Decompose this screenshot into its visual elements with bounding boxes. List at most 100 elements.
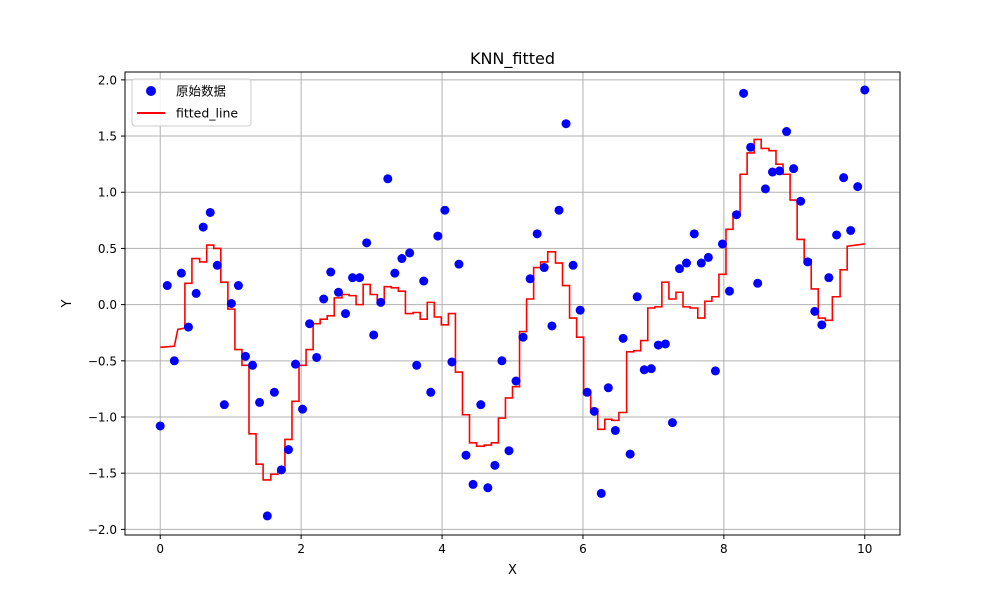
plot-area-border [124,71,901,536]
data-point [269,387,279,397]
data-point [746,142,756,152]
data-point [689,229,699,239]
data-point [568,260,578,270]
data-point [162,281,172,291]
data-point [348,273,358,283]
data-point [198,222,208,232]
x-axis-label: X [508,563,517,578]
data-point [390,268,400,278]
data-point [433,231,443,241]
data-point [767,167,777,177]
data-point [461,450,471,460]
legend-scatter-label: 原始数据 [176,84,226,99]
y-tick-label: 1.5 [98,130,117,144]
data-point [155,421,165,431]
y-tick-label: −0.5 [88,354,117,368]
data-point [262,511,272,521]
data-point [341,309,351,319]
data-point [283,445,293,455]
x-tick-label: 4 [438,542,446,556]
data-point [298,404,308,414]
data-point [853,182,863,192]
data-point [333,287,343,297]
data-point [412,360,422,370]
data-point [703,252,713,262]
x-tick-label: 8 [720,542,728,556]
fitted-line [160,138,865,481]
y-axis-label: Y [60,299,75,308]
data-point [276,465,286,475]
data-point [169,356,179,366]
data-point [554,205,564,215]
data-point [575,305,585,315]
data-point [717,239,727,249]
data-point [183,322,193,332]
legend-line-label: fitted_line [176,106,238,121]
data-point [674,264,684,274]
data-point [753,278,763,288]
data-point [291,359,300,369]
x-tick-label: 6 [579,542,587,556]
data-point [596,488,606,498]
data-point [817,320,827,330]
data-point [326,267,336,277]
data-point [248,360,258,370]
data-point [476,400,486,410]
data-point [660,339,670,349]
data-point [454,259,464,269]
data-point [426,387,436,397]
data-point [561,119,571,129]
y-tick-label: −1.0 [88,411,117,425]
data-point [468,479,478,489]
data-point [582,387,592,397]
data-point [355,273,365,283]
data-point [504,446,514,456]
data-point [233,281,243,291]
data-point [653,340,663,350]
data-point [789,164,799,174]
data-point [490,460,500,470]
y-tick-label: 0.0 [98,298,117,312]
data-point [176,268,186,278]
data-point [405,248,415,258]
data-point [839,173,849,183]
data-point [646,364,656,374]
data-point [525,274,535,284]
data-point [511,376,521,386]
y-tick-label: 2.0 [98,73,117,87]
data-point [739,88,749,98]
data-point [483,483,493,493]
data-point [610,425,620,435]
data-point [312,352,322,362]
data-point [803,257,813,267]
data-point [618,333,628,343]
data-point [860,85,870,95]
grid-layer [125,72,900,535]
data-point [319,294,329,304]
data-point [782,127,792,137]
legend-scatter-marker [146,86,156,96]
data-point [810,306,820,316]
data-point [589,406,599,416]
y-tick-label: 1.0 [98,186,117,200]
x-tick-label: 2 [297,542,305,556]
data-point [796,196,806,206]
data-point [397,254,407,264]
data-point [682,258,692,268]
data-point [226,299,236,308]
data-point [369,330,379,340]
data-point [696,258,706,268]
y-tick-label: −1.5 [88,467,117,481]
data-point [205,207,215,217]
data-point [440,205,450,215]
data-point [255,397,265,407]
data-point [240,351,250,361]
scatter-layer [155,85,870,521]
data-point [625,449,635,459]
data-point [710,366,720,376]
data-point [191,288,201,298]
y-tick-label: −2.0 [88,523,117,537]
data-point [539,263,549,273]
data-point [760,184,770,194]
